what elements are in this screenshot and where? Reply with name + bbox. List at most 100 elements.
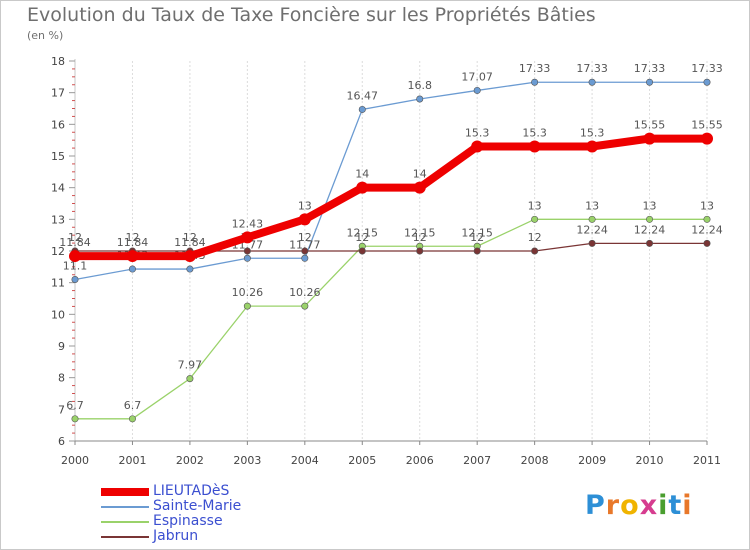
logo-letter: o	[620, 490, 640, 521]
legend-swatch	[101, 506, 149, 508]
data-label: 12.15	[347, 226, 379, 239]
data-label: 12	[298, 231, 312, 244]
y-tick-label: 11	[51, 277, 65, 290]
logo-letter: i	[658, 490, 669, 521]
legend-swatch	[101, 536, 149, 538]
data-label: 12.15	[404, 226, 436, 239]
series-line-sainte-marie	[74, 81, 707, 281]
legend-item: LIEUTADèS	[101, 483, 321, 499]
data-label: 12	[183, 231, 197, 244]
data-label: 11.1	[63, 260, 88, 273]
x-tick-label: 2000	[61, 454, 89, 467]
x-tick-label: 2005	[348, 454, 376, 467]
x-tick-label: 2008	[521, 454, 549, 467]
data-label: 6.7	[66, 399, 84, 412]
data-point	[588, 78, 596, 86]
data-point	[71, 415, 79, 423]
series-line-espinasse	[75, 218, 707, 420]
data-label: 13	[700, 199, 714, 212]
data-label: 13	[643, 199, 657, 212]
legend-label: Jabrun	[153, 528, 199, 544]
legend-swatch	[101, 488, 149, 496]
logo-letter: i	[682, 490, 693, 521]
data-label: 10.26	[289, 286, 321, 299]
data-point	[243, 254, 251, 262]
data-label: 15.3	[465, 127, 490, 140]
data-label: 11.84	[174, 236, 206, 249]
data-label: 12.24	[634, 223, 666, 236]
data-label: 11.77	[289, 238, 321, 251]
data-label: 7.97	[178, 359, 203, 372]
data-point	[471, 140, 484, 153]
data-point	[416, 247, 424, 255]
y-tick-label: 9	[58, 340, 65, 353]
data-label: 12	[125, 231, 139, 244]
data-point	[646, 215, 654, 223]
data-label: 15.55	[634, 119, 666, 132]
data-point	[301, 254, 309, 262]
data-point	[128, 265, 136, 273]
data-point	[243, 247, 251, 255]
data-label: 17.33	[519, 62, 551, 75]
data-point	[473, 247, 481, 255]
data-point	[186, 375, 194, 383]
data-label: 14	[355, 168, 369, 181]
y-tick-label: 12	[51, 245, 65, 258]
data-label: 16.47	[347, 89, 379, 102]
data-point	[643, 132, 656, 145]
data-label: 12.43	[232, 217, 264, 230]
data-label: 12	[355, 231, 369, 244]
logo-letter: t	[668, 490, 683, 521]
data-label: 13	[528, 199, 542, 212]
data-label: 11.84	[117, 236, 149, 249]
data-label: 15.55	[691, 119, 723, 132]
proxiti-logo: Proxiti	[585, 490, 693, 521]
y-tick-label: 7	[58, 403, 65, 416]
legend-label: Espinasse	[153, 513, 223, 529]
x-tick-label: 2007	[463, 454, 491, 467]
data-label: 12.15	[461, 226, 493, 239]
x-tick-label: 2003	[233, 454, 261, 467]
logo-letter: r	[605, 490, 621, 521]
unit-label: (en %)	[27, 29, 64, 42]
chart-title: Evolution du Taux de Taxe Foncière sur l…	[27, 4, 596, 26]
legend-item: Espinasse	[101, 513, 321, 529]
data-label: 12.24	[691, 223, 723, 236]
data-label: 13	[298, 199, 312, 212]
data-point	[588, 215, 596, 223]
data-label: 16.8	[407, 79, 432, 92]
y-tick-label: 15	[51, 150, 65, 163]
data-point	[128, 415, 136, 423]
data-label: 10.26	[232, 286, 264, 299]
data-point	[531, 215, 539, 223]
x-tick-label: 2010	[636, 454, 664, 467]
y-tick-label: 16	[51, 118, 65, 131]
data-point	[183, 250, 196, 263]
legend-swatch	[101, 521, 149, 523]
legend-label: LIEUTADèS	[153, 483, 230, 499]
data-point	[301, 247, 309, 255]
logo-letter: P	[585, 490, 606, 521]
data-point	[586, 140, 599, 153]
y-tick-label: 18	[51, 55, 65, 68]
y-tick-label: 8	[58, 372, 65, 385]
data-label: 15.3	[580, 127, 605, 140]
data-point	[531, 78, 539, 86]
y-tick-label: 10	[51, 308, 65, 321]
data-point	[358, 105, 366, 113]
data-point	[416, 95, 424, 103]
data-label: 12	[68, 231, 82, 244]
logo-letter: x	[639, 490, 659, 521]
data-point	[126, 250, 139, 263]
x-tick-label: 2002	[176, 454, 204, 467]
data-label: 15.3	[522, 127, 547, 140]
data-point	[646, 78, 654, 86]
series-line-jabrun	[75, 242, 707, 252]
data-point	[413, 181, 426, 194]
data-point	[531, 247, 539, 255]
x-tick-label: 2011	[693, 454, 721, 467]
data-point	[356, 181, 369, 194]
data-label: 12	[413, 231, 427, 244]
